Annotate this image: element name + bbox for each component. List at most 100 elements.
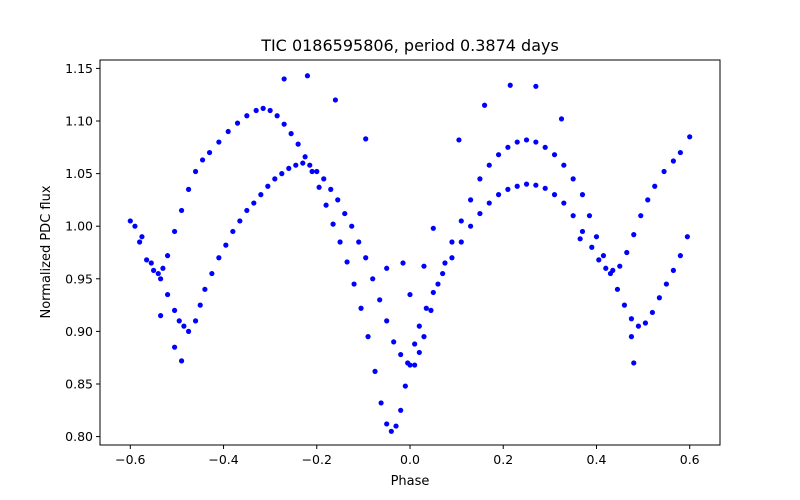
data-point bbox=[237, 218, 243, 224]
y-tick-label: 0.80 bbox=[65, 429, 93, 444]
data-point bbox=[468, 197, 474, 203]
data-point bbox=[304, 73, 311, 79]
data-point bbox=[302, 154, 308, 160]
data-point bbox=[251, 200, 257, 206]
data-point bbox=[481, 102, 488, 108]
data-point bbox=[561, 200, 567, 206]
x-axis-title: Phase bbox=[391, 474, 430, 489]
data-point bbox=[164, 291, 171, 298]
data-point bbox=[337, 239, 343, 245]
data-point bbox=[144, 257, 150, 263]
data-point bbox=[412, 341, 418, 347]
data-point bbox=[309, 168, 315, 175]
y-tick-label: 1.10 bbox=[65, 114, 93, 129]
y-tick-label: 1.05 bbox=[65, 166, 93, 181]
data-point bbox=[335, 197, 341, 203]
data-point bbox=[216, 255, 222, 261]
data-point bbox=[449, 239, 455, 245]
data-point bbox=[670, 267, 676, 273]
data-point bbox=[449, 255, 455, 261]
x-tick-label: 0.4 bbox=[587, 452, 607, 467]
data-point bbox=[507, 82, 513, 88]
data-point bbox=[684, 234, 690, 240]
data-point bbox=[514, 139, 520, 145]
data-point bbox=[132, 223, 138, 229]
data-point bbox=[523, 181, 530, 187]
data-point bbox=[274, 113, 280, 119]
data-point bbox=[363, 136, 369, 142]
data-point bbox=[635, 323, 642, 329]
data-point bbox=[171, 307, 178, 313]
data-point bbox=[365, 334, 371, 340]
data-point bbox=[209, 270, 215, 277]
data-point bbox=[139, 234, 145, 240]
data-point bbox=[614, 286, 621, 292]
data-point bbox=[570, 176, 576, 182]
data-point bbox=[495, 152, 502, 158]
x-axis: −0.6 −0.4 −0.2 0.0 0.2 0.4 0.6 bbox=[115, 445, 700, 467]
data-point bbox=[378, 400, 384, 406]
data-point bbox=[164, 253, 171, 259]
data-point bbox=[171, 228, 178, 235]
data-point bbox=[288, 131, 294, 137]
data-point bbox=[603, 265, 609, 271]
data-point bbox=[642, 320, 649, 326]
data-point bbox=[388, 428, 394, 434]
data-point bbox=[687, 134, 693, 140]
data-point bbox=[638, 213, 644, 219]
data-point bbox=[197, 302, 203, 308]
data-point bbox=[663, 281, 669, 287]
data-point bbox=[435, 281, 441, 287]
data-point bbox=[393, 423, 399, 429]
data-point bbox=[158, 313, 164, 319]
data-point bbox=[621, 302, 628, 308]
chart-title: TIC 0186595806, period 0.3874 days bbox=[260, 36, 559, 55]
data-point bbox=[423, 305, 429, 311]
y-tick-label: 0.95 bbox=[65, 271, 93, 286]
data-point bbox=[486, 200, 492, 206]
data-point bbox=[137, 239, 143, 245]
data-point bbox=[155, 270, 161, 277]
data-point bbox=[430, 289, 436, 296]
y-tick-label: 0.90 bbox=[65, 324, 93, 339]
x-tick-label: 0.6 bbox=[680, 452, 700, 467]
data-point bbox=[661, 168, 667, 175]
data-point bbox=[230, 228, 236, 235]
data-point bbox=[316, 184, 322, 190]
data-point bbox=[234, 120, 241, 126]
data-point bbox=[216, 139, 222, 145]
data-point bbox=[533, 83, 539, 89]
data-point bbox=[185, 328, 192, 334]
data-point bbox=[533, 182, 539, 188]
data-point bbox=[384, 421, 390, 427]
data-point bbox=[495, 192, 502, 198]
data-point bbox=[542, 144, 548, 150]
data-point bbox=[300, 160, 306, 166]
data-point bbox=[656, 295, 663, 301]
x-tick-label: 0.0 bbox=[400, 452, 420, 467]
data-point bbox=[458, 239, 464, 245]
data-point bbox=[428, 307, 434, 313]
data-point bbox=[586, 213, 593, 219]
data-points bbox=[127, 73, 693, 434]
data-point bbox=[486, 162, 492, 168]
data-point bbox=[570, 213, 576, 219]
data-point bbox=[391, 339, 397, 345]
x-tick-label: −0.6 bbox=[115, 452, 145, 467]
data-point bbox=[596, 257, 602, 263]
data-point bbox=[279, 171, 285, 177]
data-point bbox=[178, 207, 185, 214]
data-point bbox=[649, 309, 656, 316]
data-point bbox=[579, 192, 586, 198]
data-point bbox=[405, 360, 411, 366]
data-point bbox=[384, 265, 390, 271]
data-point bbox=[192, 318, 199, 324]
data-point bbox=[192, 168, 199, 175]
data-point bbox=[372, 368, 378, 374]
data-point bbox=[363, 255, 369, 261]
data-point bbox=[171, 344, 178, 350]
data-point bbox=[342, 210, 348, 217]
y-axis-title: Normalized PDC flux bbox=[39, 185, 54, 318]
data-point bbox=[158, 276, 164, 282]
